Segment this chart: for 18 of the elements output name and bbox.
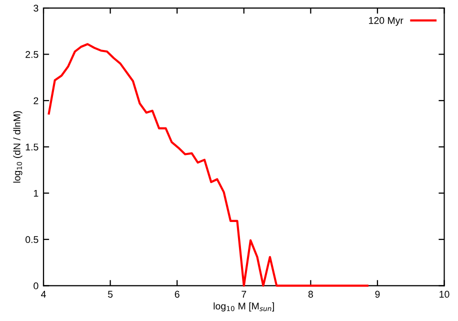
- x-axis-title: log$_{10}$ M [M$_{sun}$]: [214, 302, 274, 312]
- y-axis-title: log$_{10}$ (dN / dlnM): [13, 111, 22, 183]
- line-series: [48, 43, 368, 287]
- y-tick-label: 0.5: [26, 236, 38, 244]
- legend-label: 120 Myr: [369, 17, 404, 26]
- y-tick-label: 3: [34, 4, 38, 12]
- y-tick-label: 2.5: [26, 51, 38, 58]
- y-tick-label: 1: [34, 190, 38, 197]
- y-tick-label: 2: [34, 97, 38, 104]
- x-tick-label: 4: [41, 290, 46, 298]
- y-tick-label: 1.5: [26, 144, 38, 150]
- x-tick-label: 7: [242, 290, 246, 298]
- x-tick-label: 9: [375, 290, 380, 298]
- x-tick-label: 8: [308, 290, 313, 298]
- x-tick-label: 5: [108, 290, 113, 298]
- x-tick-label: 6: [174, 290, 180, 298]
- y-tick-label: 0: [34, 282, 38, 290]
- x-tick-label: 10: [440, 290, 450, 298]
